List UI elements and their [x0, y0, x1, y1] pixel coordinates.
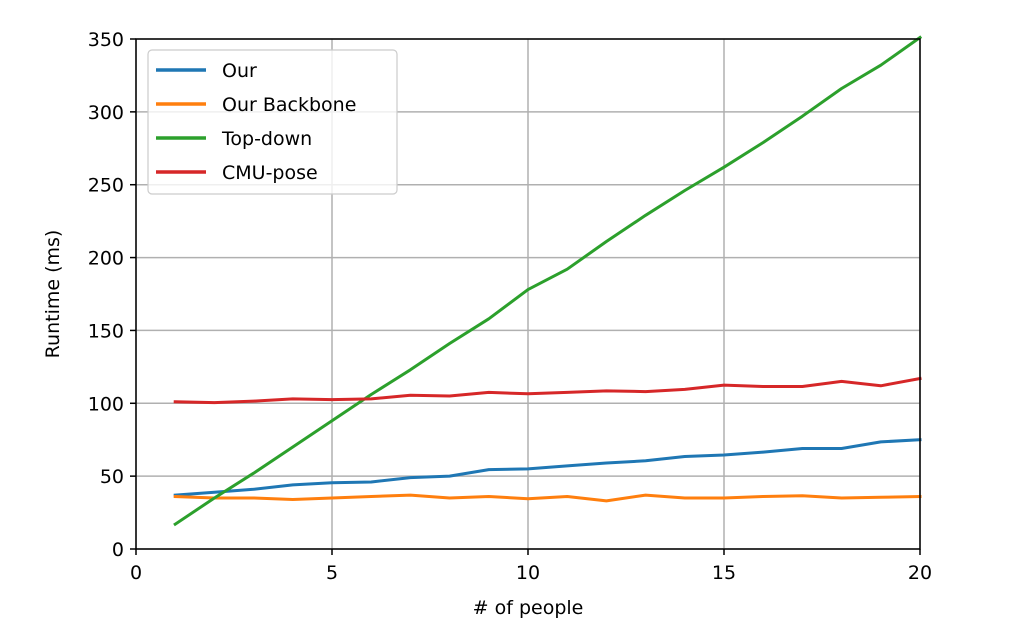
- x-tick-label: 5: [326, 562, 338, 584]
- legend-label: Our Backbone: [222, 94, 356, 116]
- y-tick-label: 350: [88, 29, 124, 51]
- x-tick-label: 15: [712, 562, 736, 584]
- y-tick-label: 200: [88, 248, 124, 270]
- y-axis-label: Runtime (ms): [42, 230, 64, 359]
- x-tick-label: 0: [130, 562, 142, 584]
- x-tick-label: 10: [516, 562, 540, 584]
- legend-label: CMU-pose: [222, 162, 318, 184]
- y-tick-label: 300: [88, 102, 124, 124]
- legend-box: [147, 49, 398, 195]
- y-tick-label: 100: [88, 393, 124, 415]
- y-tick-label: 0: [112, 539, 124, 561]
- series-lines: [173, 35, 923, 527]
- y-tick-label: 150: [88, 320, 124, 342]
- series-line-cmu-pose: [173, 376, 922, 405]
- x-axis-label: # of people: [473, 597, 584, 619]
- series-line-top-down: [173, 35, 923, 527]
- legend-label: Our: [222, 60, 257, 82]
- legend-label: Top-down: [221, 128, 312, 150]
- y-tick-label: 50: [100, 466, 124, 488]
- x-tick-label: 20: [908, 562, 932, 584]
- series-line-our: [173, 438, 922, 497]
- series-line-our-backbone: [173, 493, 922, 503]
- legend: Our Our Backbone Top-down CMU-pose: [147, 49, 398, 195]
- y-tick-label: 250: [88, 175, 124, 197]
